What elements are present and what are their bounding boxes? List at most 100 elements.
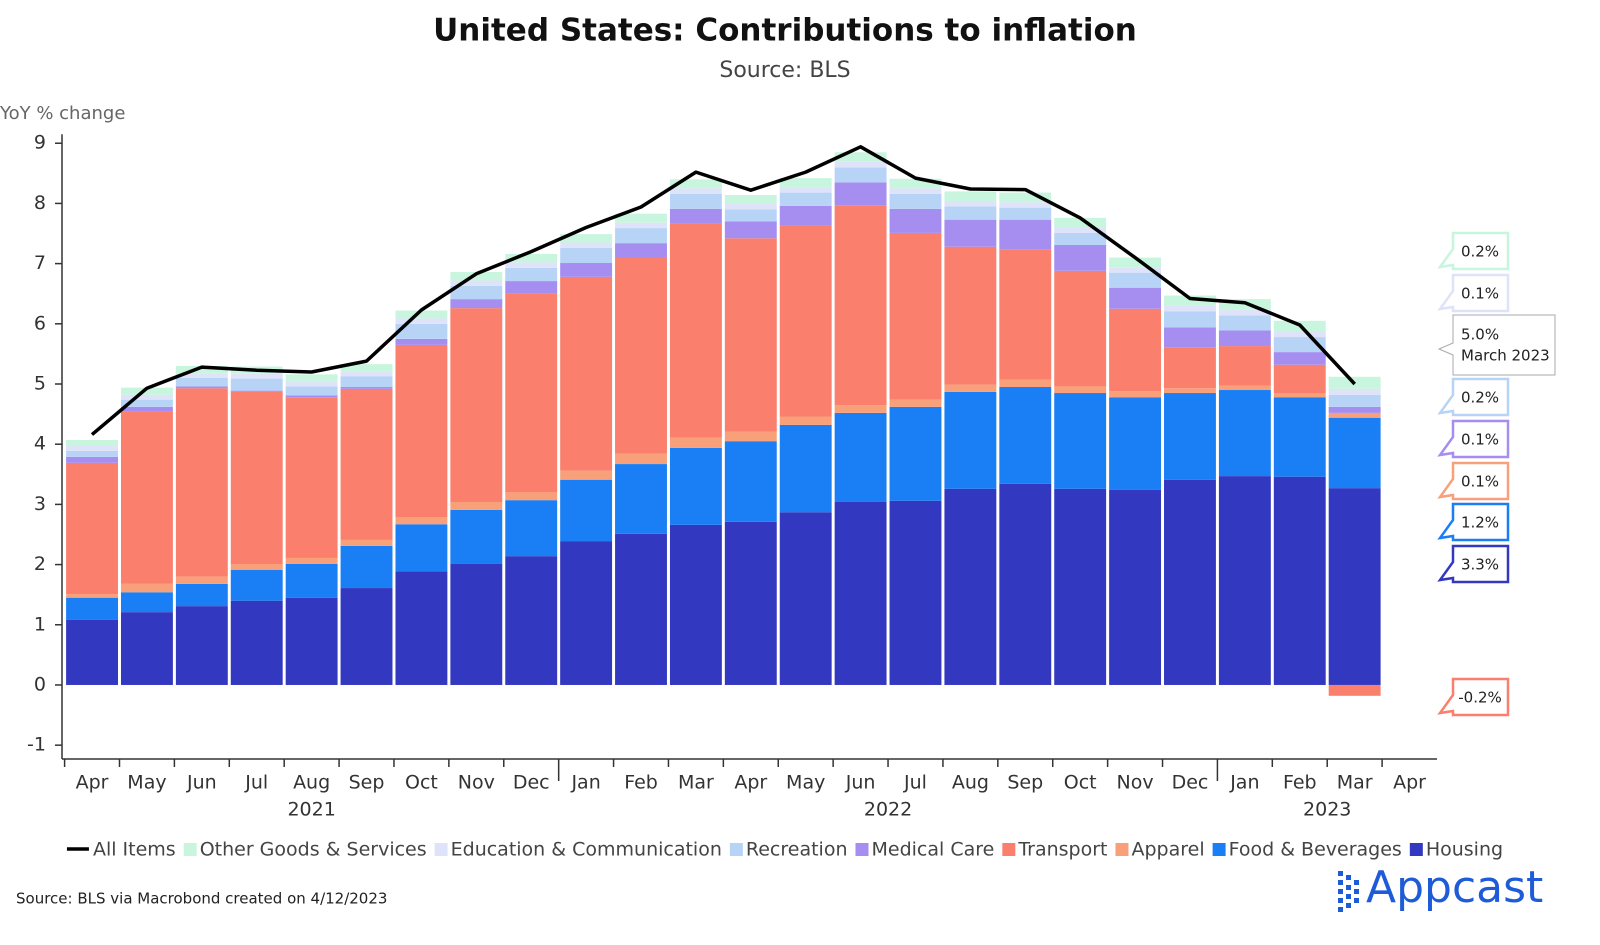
y-tick-label: 8 bbox=[34, 192, 46, 214]
legend-item: Recreation bbox=[729, 839, 847, 861]
x-tick-label: Aug bbox=[952, 772, 989, 794]
bar-segment bbox=[340, 376, 393, 388]
bar-segment bbox=[175, 576, 228, 584]
bar-segment bbox=[505, 281, 558, 294]
bar-segment bbox=[560, 276, 613, 471]
callout-value: 0.2% bbox=[1461, 243, 1499, 261]
bar-segment bbox=[1109, 287, 1162, 309]
callout-value: 1.2% bbox=[1461, 514, 1499, 532]
bar-segment bbox=[120, 583, 173, 593]
bar-segment bbox=[1164, 311, 1216, 328]
x-tick-label: Jul bbox=[244, 772, 268, 794]
callout: 0.2% bbox=[1437, 231, 1510, 271]
bar-segment bbox=[779, 512, 832, 685]
bar-segment bbox=[1164, 479, 1216, 685]
bar-segment bbox=[724, 204, 777, 210]
bar-segment bbox=[66, 450, 118, 457]
callout-box bbox=[1437, 502, 1510, 542]
bar-segment bbox=[1164, 393, 1216, 480]
bar-segment bbox=[999, 483, 1052, 685]
x-year-label: 2022 bbox=[864, 799, 912, 821]
bar-segment bbox=[944, 391, 997, 489]
x-tick-label: Mar bbox=[678, 772, 714, 794]
bar-segment bbox=[340, 388, 393, 540]
bar-segment bbox=[230, 391, 283, 564]
bar-segment bbox=[505, 267, 558, 282]
bar-segment bbox=[285, 395, 338, 398]
bar-segment bbox=[1164, 388, 1216, 394]
bar-segment bbox=[834, 405, 887, 413]
bar-segment bbox=[340, 545, 393, 589]
bar-segment bbox=[1054, 393, 1107, 489]
y-tick-label: 7 bbox=[34, 252, 46, 274]
bar-segment bbox=[669, 223, 722, 438]
bar-segment bbox=[285, 397, 338, 558]
bar-segment bbox=[889, 193, 942, 209]
bar-segment bbox=[230, 600, 283, 685]
bar-segment bbox=[1328, 488, 1381, 685]
bar-segment bbox=[1054, 227, 1107, 233]
x-tick-label: Jan bbox=[1229, 772, 1259, 794]
callout: 0.1% bbox=[1437, 273, 1510, 313]
bar-segment bbox=[285, 557, 338, 564]
bar-segment bbox=[1054, 488, 1107, 685]
bar-segment bbox=[1109, 489, 1162, 685]
bar-segment bbox=[669, 437, 722, 448]
bar-segment bbox=[340, 387, 393, 389]
callout-box bbox=[1437, 231, 1510, 271]
y-axis-label: YoY % change bbox=[0, 103, 125, 124]
bar-segment bbox=[615, 243, 667, 257]
bar-segment bbox=[1109, 272, 1162, 288]
legend-label: Housing bbox=[1426, 839, 1503, 861]
x-tick-label: Apr bbox=[1393, 772, 1426, 794]
legend-swatch bbox=[1409, 843, 1423, 856]
bar-segment bbox=[779, 192, 832, 206]
bar-segment bbox=[450, 509, 503, 564]
bar-segment bbox=[779, 416, 832, 425]
bar-segment bbox=[944, 191, 997, 202]
y-tick-label: 9 bbox=[34, 132, 46, 154]
line-series bbox=[90, 145, 1356, 436]
bar-segment bbox=[1273, 352, 1326, 365]
callout: 5.0% March 2023 bbox=[1437, 314, 1556, 376]
callout: 3.3% bbox=[1437, 544, 1510, 584]
y-tick-label: 1 bbox=[34, 613, 46, 635]
bar-segment bbox=[395, 323, 448, 339]
bar-segment bbox=[1273, 397, 1326, 477]
bar-segment bbox=[615, 213, 667, 223]
bar-segment bbox=[889, 188, 942, 194]
x-tick-label: Apr bbox=[734, 772, 767, 794]
bar-segment bbox=[889, 399, 942, 407]
bar-segment bbox=[560, 242, 613, 248]
bar-segment bbox=[505, 500, 558, 557]
bar-segment bbox=[450, 501, 503, 510]
x-tick-label: Feb bbox=[624, 772, 658, 794]
bar-segment bbox=[1164, 327, 1216, 348]
bar-segment bbox=[1328, 684, 1381, 696]
bar-segment bbox=[669, 179, 722, 189]
legend-label: Food & Beverages bbox=[1229, 839, 1402, 861]
bar-segment bbox=[285, 381, 338, 387]
x-tick-label: Oct bbox=[405, 772, 438, 794]
x-tick-label: Apr bbox=[76, 772, 109, 794]
legend-label: Apparel bbox=[1131, 839, 1204, 861]
bar-segment bbox=[724, 209, 777, 222]
bar-segment bbox=[285, 563, 338, 598]
callout-box bbox=[1437, 677, 1510, 717]
bar-segment bbox=[340, 364, 393, 372]
x-year-label: 2021 bbox=[287, 799, 335, 821]
bar-segment bbox=[230, 569, 283, 601]
bar-segment bbox=[66, 462, 118, 595]
bar-segment bbox=[834, 412, 887, 502]
x-tick-label: Jun bbox=[845, 772, 876, 794]
bar-segment bbox=[505, 293, 558, 493]
bar-segment bbox=[230, 390, 283, 392]
x-tick-label: Dec bbox=[1172, 772, 1209, 794]
bar-segment bbox=[1109, 257, 1162, 268]
bar-segment bbox=[1164, 295, 1216, 306]
bar-segment bbox=[66, 439, 118, 447]
legend-swatch bbox=[183, 843, 197, 856]
bar-segment bbox=[834, 161, 887, 168]
bar-segment bbox=[615, 464, 667, 534]
bar-segment bbox=[889, 178, 942, 189]
